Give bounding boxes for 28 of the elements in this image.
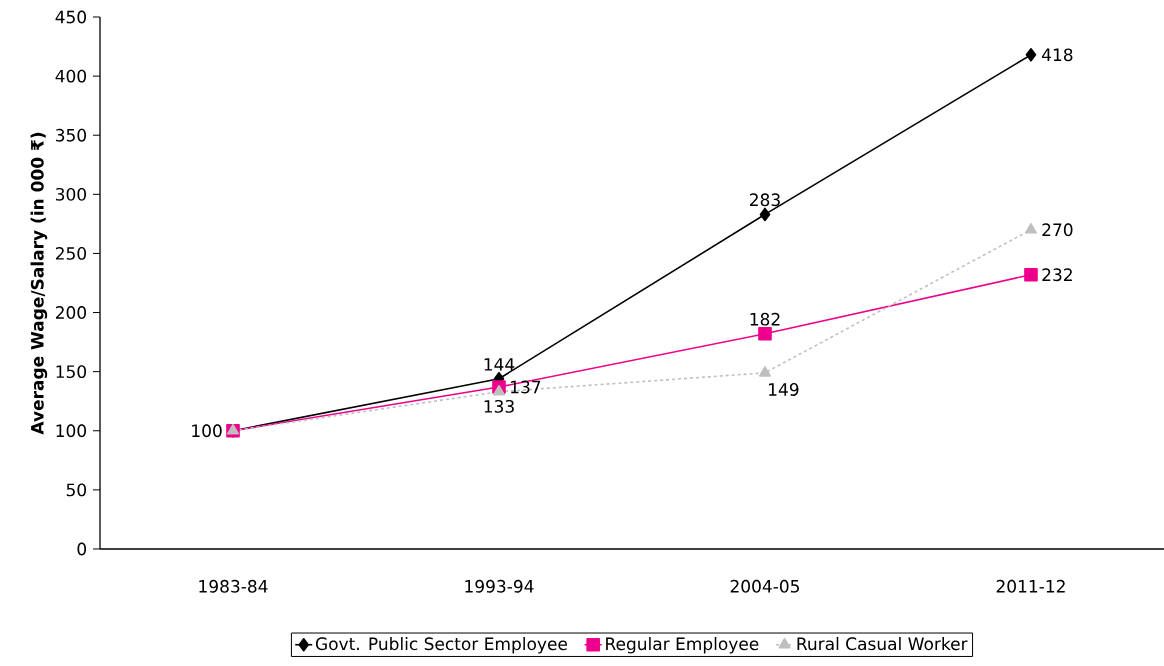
data-label: 149 [769,383,799,396]
y-axis-title: Average Wage/Salary (in 000 ₹) [30,132,48,435]
data-label: 144 [484,358,515,371]
legend-label: Regular Employee [606,637,759,654]
y-tick-label: 50 [66,483,87,497]
data-label: 270 [1042,223,1073,237]
y-tick-label: 350 [55,128,87,142]
y-tick-label: 150 [56,365,87,379]
y-tick-label: 450 [55,10,87,24]
legend-label: Rural Casual Worker [797,637,968,651]
x-tick-label: 1993-94 [465,579,534,593]
data-label: 418 [1041,48,1073,62]
y-tick-label: 200 [55,306,87,319]
data-label: 232 [1042,268,1072,282]
y-tick-label: 100 [56,424,87,438]
y-tick-label: 250 [55,246,87,260]
y-tick-label: 400 [55,69,87,83]
data-label: 137 [511,380,541,394]
data-label: 100 [192,424,222,438]
legend-label: Govt. Public Sector Employee [315,637,567,654]
data-label: 133 [484,399,514,413]
x-tick-label: 1983-84 [199,579,268,593]
x-tick-label: 2004-05 [730,579,799,593]
data-label: 182 [750,312,780,326]
y-tick-label: 0 [77,542,87,556]
x-tick-label: 2011-12 [996,579,1065,593]
y-tick-label: 300 [55,187,87,201]
data-label: 283 [750,193,780,207]
